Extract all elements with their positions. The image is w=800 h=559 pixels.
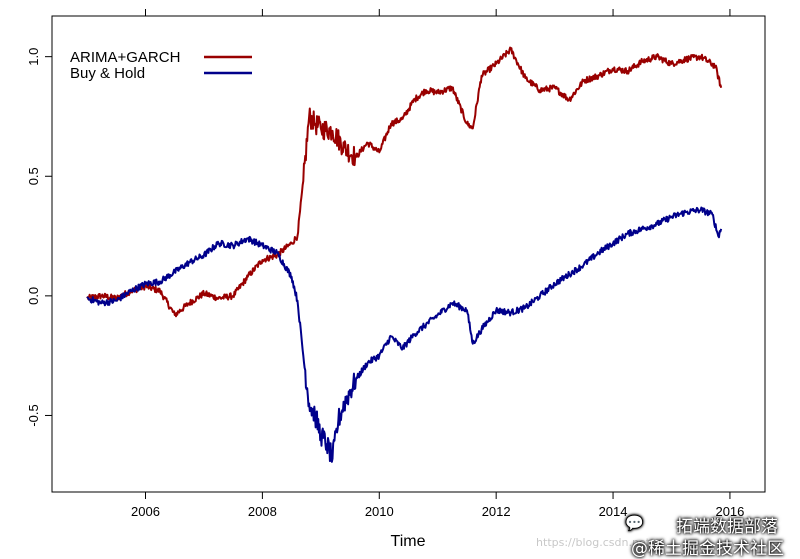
x-tick-label: 2012 (482, 504, 511, 519)
y-tick-label: -0.5 (26, 404, 41, 426)
x-tick-label: 2010 (365, 504, 394, 519)
x-tick-label: 2008 (248, 504, 277, 519)
x-tick-label: 2014 (599, 504, 628, 519)
y-axis: -0.5 0.0 0.5 1.0 (26, 48, 52, 427)
y-tick-label: 0.5 (26, 167, 41, 185)
legend-label: Buy & Hold (70, 65, 145, 82)
y-tick-label: 1.0 (26, 48, 41, 66)
series-line-1 (86, 206, 723, 463)
x-tick-label: 2006 (131, 504, 160, 519)
watermark-url: https://blog.csdn.net (536, 536, 650, 549)
y-tick-label: 0.0 (26, 287, 41, 305)
series-line-0 (86, 46, 723, 318)
x-axis-title: Time (391, 533, 426, 550)
watermark-text: 拓端数据部落 (676, 517, 778, 537)
watermark-subtext: @稀土掘金技术社区 (631, 539, 784, 559)
x-tick-label: 2016 (715, 504, 744, 519)
wechat-icon: 💬 (625, 514, 644, 532)
x-axis: 2006 2008 2010 2012 2014 2016 (131, 9, 744, 519)
legend-label: ARIMA+GARCH (70, 49, 180, 66)
series-layer (86, 46, 723, 463)
plot-frame (51, 15, 766, 493)
